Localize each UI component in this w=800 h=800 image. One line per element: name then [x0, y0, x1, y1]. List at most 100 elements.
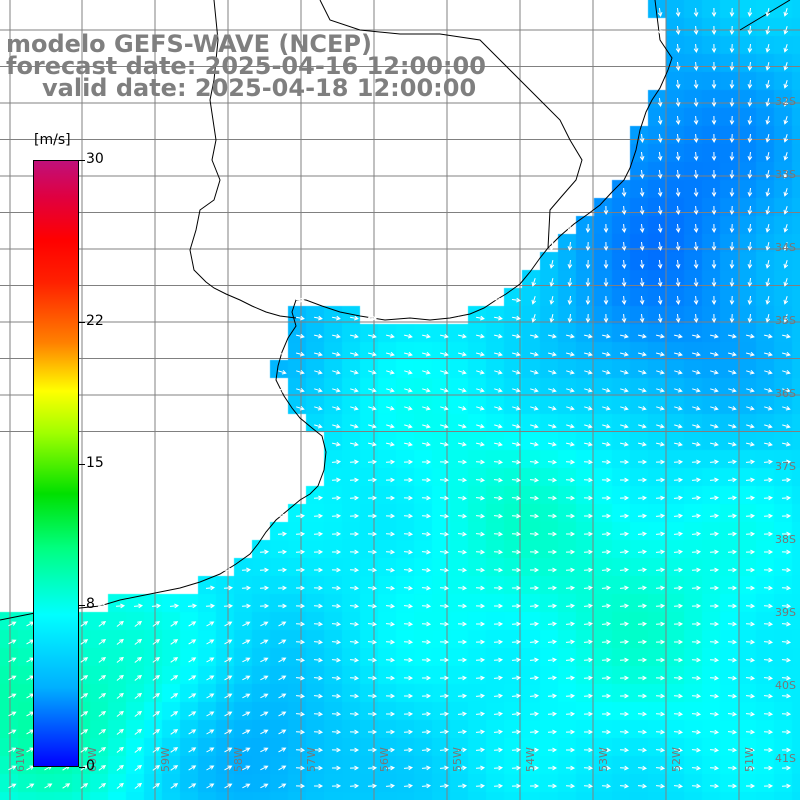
colorbar-tick-label: 15	[86, 454, 104, 471]
wind-arrow	[637, 567, 648, 573]
wind-arrow	[675, 115, 681, 126]
wind-arrow	[547, 441, 557, 447]
wind-arrow	[565, 711, 576, 717]
wind-arrow	[422, 369, 431, 375]
wind-arrow	[619, 783, 630, 789]
wind-arrow	[421, 621, 432, 627]
wind-arrow	[691, 585, 702, 591]
wind-arrow	[332, 315, 341, 321]
wind-arrow	[493, 567, 504, 573]
wind-arrow	[349, 729, 360, 735]
wind-arrow	[223, 567, 234, 573]
wind-arrow	[349, 783, 360, 789]
wind-arrow	[709, 747, 720, 753]
wind-arrow	[439, 441, 449, 447]
wind-arrow	[529, 477, 540, 483]
wind-arrow	[241, 603, 252, 609]
wind-arrow	[711, 151, 717, 162]
wind-arrow	[656, 423, 665, 429]
wind-arrow	[529, 513, 540, 519]
wind-arrow	[152, 656, 161, 663]
wind-arrow	[260, 711, 269, 717]
wind-arrow	[710, 405, 719, 411]
wind-arrow	[747, 187, 753, 198]
wind-arrow	[691, 549, 702, 555]
wind-arrow	[115, 603, 126, 609]
wind-arrow	[781, 567, 792, 573]
wind-arrow	[368, 369, 377, 375]
wind-arrow	[439, 729, 450, 735]
wind-arrow	[765, 97, 771, 107]
wind-arrow	[367, 495, 378, 501]
wind-arrow	[493, 495, 504, 501]
wind-arrow	[457, 513, 468, 519]
wind-arrow	[350, 315, 359, 321]
wind-arrow	[656, 387, 665, 393]
wind-arrow	[601, 585, 612, 591]
wind-arrow	[565, 495, 576, 501]
wind-arrow	[674, 387, 683, 393]
wind-arrow	[565, 333, 575, 339]
wind-arrow	[277, 585, 288, 591]
wind-arrow	[709, 693, 720, 699]
wind-arrow	[547, 513, 558, 519]
wind-arrow	[98, 620, 107, 627]
wind-arrow	[277, 549, 288, 555]
wind-arrow	[763, 333, 773, 339]
wind-arrow	[727, 675, 738, 681]
wind-arrow	[170, 765, 179, 771]
wind-arrow	[260, 783, 269, 789]
wind-arrow	[98, 656, 107, 663]
wind-arrow	[691, 693, 702, 699]
wind-arrow	[727, 693, 738, 699]
wind-arrow	[745, 351, 755, 357]
wind-arrow	[44, 783, 53, 789]
wind-arrow	[331, 747, 342, 753]
wind-arrow	[295, 333, 305, 339]
wind-arrow	[440, 423, 449, 429]
wind-arrow	[511, 729, 522, 735]
wind-arrow	[621, 241, 627, 252]
wind-arrow	[313, 639, 324, 645]
wind-arrow	[565, 351, 575, 357]
wind-arrow	[746, 387, 755, 393]
wind-arrow	[367, 765, 378, 771]
wind-arrow	[511, 639, 522, 645]
wind-arrow	[675, 7, 681, 18]
wind-arrow	[440, 657, 450, 663]
wind-arrow	[603, 295, 609, 306]
wind-arrow	[260, 765, 269, 771]
wind-arrow	[639, 169, 645, 180]
wind-arrow	[709, 585, 720, 591]
wind-arrow	[493, 477, 504, 483]
wind-arrow	[224, 711, 233, 717]
wind-arrow	[583, 495, 594, 501]
wind-arrow	[728, 369, 737, 375]
colorbar	[33, 160, 79, 767]
wind-arrow	[673, 441, 683, 447]
wind-arrow	[673, 765, 684, 771]
wind-arrow	[693, 61, 699, 72]
latitude-label: 34S	[775, 241, 796, 254]
wind-arrow	[547, 477, 558, 483]
wind-arrow	[367, 477, 378, 483]
wind-arrow	[332, 549, 342, 555]
wind-arrow	[745, 333, 755, 339]
wind-arrow	[350, 405, 359, 411]
wind-arrow	[673, 459, 684, 465]
wind-arrow	[439, 783, 450, 789]
wind-arrow	[782, 387, 791, 393]
wind-arrow	[674, 423, 683, 429]
wind-arrow	[529, 747, 540, 753]
wind-arrow	[565, 459, 576, 465]
wind-arrow	[727, 333, 737, 339]
wind-arrow	[783, 296, 789, 305]
wind-arrow	[710, 369, 719, 375]
wind-arrow	[655, 783, 666, 789]
wind-arrow	[62, 783, 71, 789]
wind-arrow	[637, 351, 647, 357]
wind-arrow	[691, 441, 701, 447]
wind-arrow	[511, 297, 522, 303]
wind-arrow	[783, 188, 789, 197]
wind-arrow	[349, 603, 360, 609]
